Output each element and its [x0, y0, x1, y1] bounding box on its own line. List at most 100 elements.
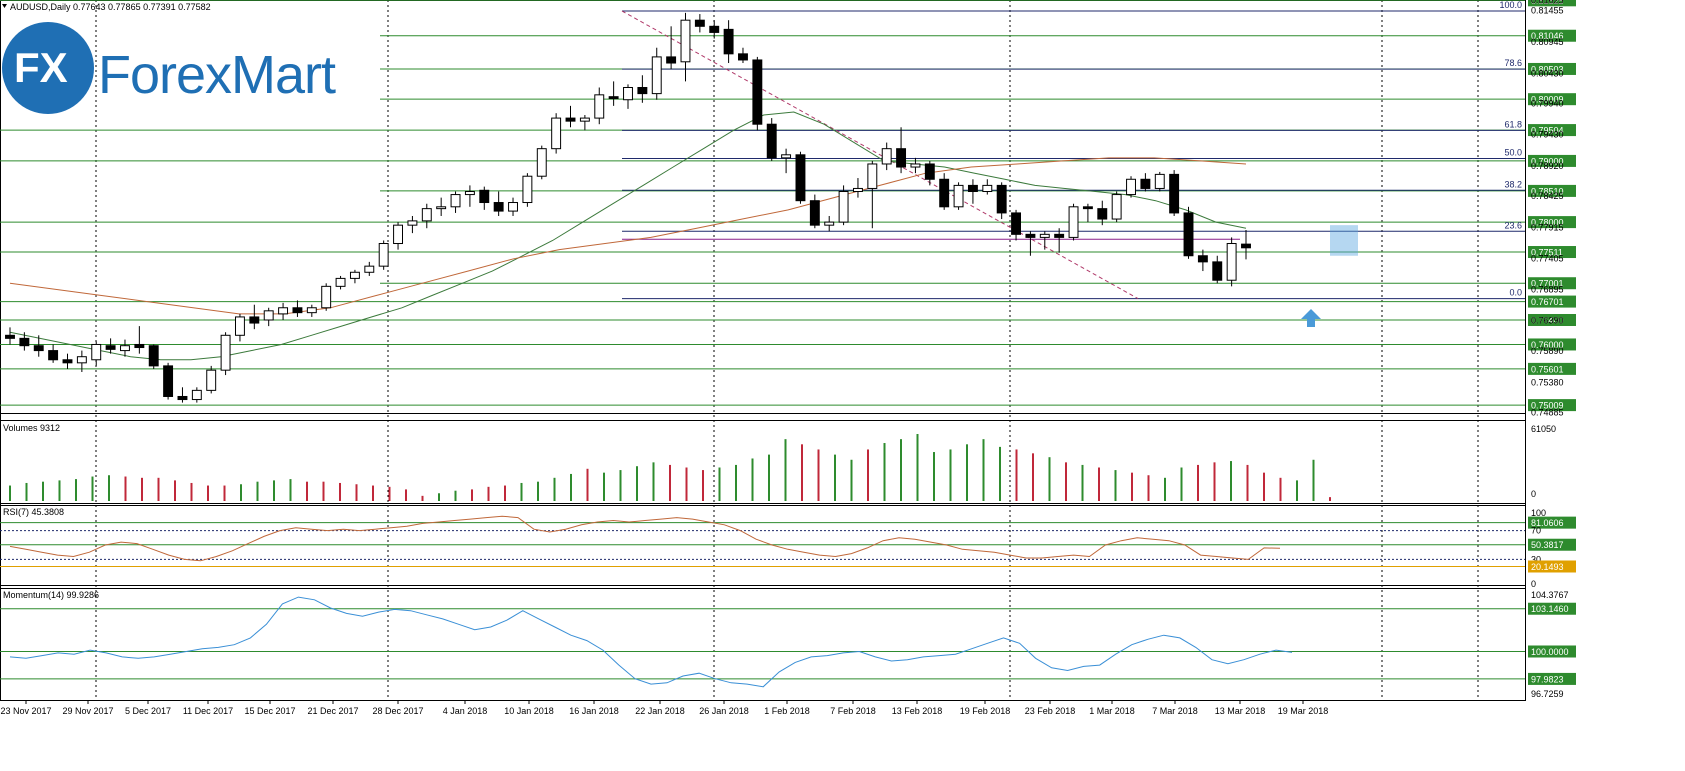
level-label-bg	[1528, 313, 1576, 326]
rsi-line	[9, 515, 1281, 562]
date-tick-label: 23 Feb 2018	[1025, 706, 1076, 716]
candle-body	[579, 117, 590, 122]
momentum-level-label-bg	[1528, 602, 1576, 615]
candle-body	[795, 154, 806, 202]
candle-body	[910, 163, 921, 168]
price-tick-label: 0.78425	[1531, 191, 1564, 201]
rsi-level-label-bg	[1528, 560, 1576, 573]
level-label-bg	[1528, 0, 1576, 7]
rsi-tick-label: 70	[1531, 526, 1541, 536]
candle-body	[953, 184, 964, 208]
candle-body	[479, 189, 490, 204]
level-label: 0.79000	[1531, 156, 1564, 166]
candle-body	[738, 53, 748, 61]
level-label-bg	[1528, 93, 1576, 106]
level-label-bg	[1528, 216, 1576, 229]
candle-body	[19, 337, 30, 347]
date-tick-label: 11 Dec 2017	[183, 706, 233, 716]
level-label: 0.79504	[1531, 126, 1564, 136]
price-tick-label: 0.81455	[1531, 6, 1564, 16]
candle-body	[464, 191, 475, 196]
symbol-info: AUDUSD,Daily 0.77643 0.77865 0.77391 0.7…	[10, 2, 211, 12]
price-tick-label: 0.77915	[1531, 222, 1564, 232]
candle-body	[76, 356, 87, 364]
date-tick-label: 13 Feb 2018	[892, 706, 943, 716]
candle-body	[249, 316, 260, 324]
date-tick-label: 19 Feb 2018	[960, 706, 1011, 716]
momentum-tick-label: 97.9823	[1531, 674, 1564, 684]
candle-body	[838, 191, 849, 223]
candle-body	[551, 117, 562, 150]
candle-body	[982, 184, 993, 193]
date-tick-label: 23 Nov 2017	[0, 706, 51, 716]
candle-body	[565, 117, 576, 122]
candle-body	[1097, 208, 1108, 220]
price-tick-label: 0.80430	[1531, 68, 1564, 78]
price-tick-label: 0.79940	[1531, 98, 1564, 108]
level-label-bg	[1528, 124, 1576, 137]
rsi-level-label-bg	[1528, 516, 1576, 529]
fib-trend-line	[621, 10, 1139, 300]
level-label: 0.76701	[1531, 297, 1564, 307]
candle-body	[1111, 194, 1122, 220]
level-label-bg	[1528, 154, 1576, 167]
candle-body	[393, 224, 404, 245]
candle-body	[824, 221, 835, 226]
moving-average-slow	[9, 157, 1247, 315]
candle-body	[1154, 173, 1165, 189]
level-label: 0.81046	[1531, 31, 1564, 41]
candle-body	[680, 19, 691, 63]
candle-body	[881, 148, 892, 165]
candle-body	[1241, 243, 1251, 249]
date-tick-label: 10 Jan 2018	[504, 706, 554, 716]
candle-body	[1054, 233, 1065, 238]
candle-body	[637, 86, 648, 95]
candle-body	[666, 56, 677, 64]
date-tick-label: 7 Mar 2018	[1152, 706, 1198, 716]
level-label: 0.77511	[1531, 248, 1563, 258]
candle-body	[1197, 255, 1208, 263]
rsi-tick-label: 81.0606	[1531, 518, 1564, 528]
candle-body	[924, 163, 935, 180]
price-tick-label: 0.78920	[1531, 161, 1564, 171]
candle-body	[1183, 212, 1194, 257]
date-tick-label: 1 Feb 2018	[764, 706, 810, 716]
candle-body	[364, 265, 375, 273]
candle-body	[62, 359, 73, 364]
logo-fx-mark: FX	[14, 44, 68, 91]
level-label: 0.77001	[1531, 279, 1564, 289]
price-tick-label: 0.79430	[1531, 130, 1564, 140]
candle-body	[1082, 206, 1093, 210]
candle-body	[278, 307, 289, 315]
candle-body	[1212, 261, 1223, 281]
level-label-bg	[1528, 184, 1576, 197]
momentum-label: Momentum(14) 99.9286	[3, 590, 99, 600]
date-tick-label: 19 Mar 2018	[1278, 706, 1329, 716]
candle-body	[292, 307, 303, 314]
candle-body	[163, 365, 174, 397]
date-tick-label: 5 Dec 2017	[125, 706, 171, 716]
candle-body	[1226, 243, 1237, 281]
candle-body	[1011, 212, 1022, 235]
level-label: 0.75601	[1531, 364, 1564, 374]
candle-body	[939, 178, 950, 208]
candle-body	[134, 343, 145, 349]
candle-body	[709, 25, 720, 33]
level-label: 0.81625	[1531, 0, 1564, 6]
candle-body	[867, 163, 878, 189]
candle-body	[378, 243, 389, 267]
candle-body	[5, 334, 15, 339]
rsi-level-label-bg	[1528, 538, 1576, 551]
fib-level-label: 78.6	[1504, 58, 1522, 68]
logo-wordmark: ForexMart	[98, 45, 336, 105]
candle-body	[335, 277, 346, 287]
level-label-bg	[1528, 399, 1576, 412]
fib-level-label: 61.8	[1504, 119, 1522, 129]
rsi-tick-label: 20.1493	[1531, 562, 1564, 572]
candle-body	[220, 334, 231, 371]
date-tick-label: 16 Jan 2018	[569, 706, 619, 716]
highlight-box	[1330, 225, 1358, 256]
candle-body	[694, 19, 705, 27]
rsi-tick-label: 30	[1531, 554, 1541, 564]
